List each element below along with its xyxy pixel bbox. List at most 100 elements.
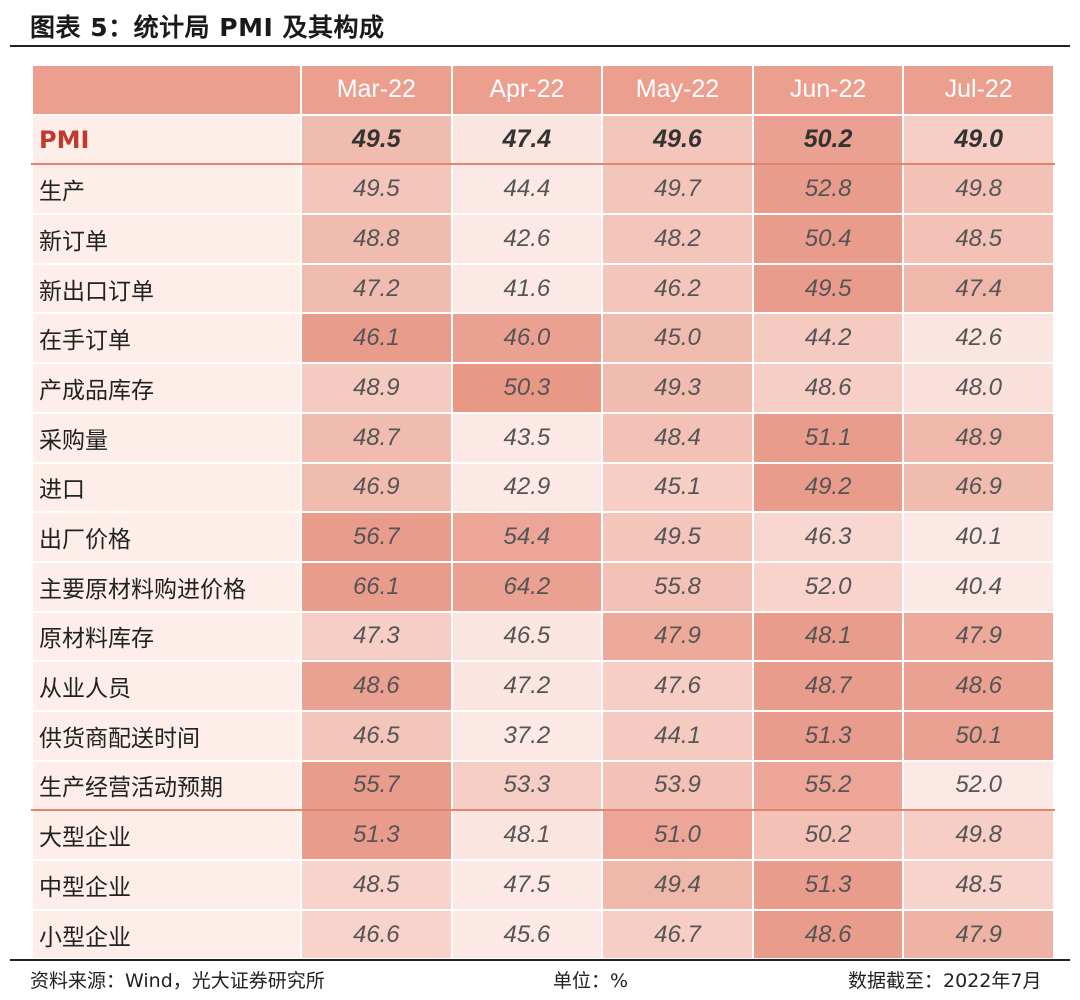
chart-title: 图表 5：统计局 PMI 及其构成: [30, 13, 385, 42]
table-body: PMI 49.5 47.4 49.6 50.2 49.0 生产 49.5 44.4 49.7 52.…: [31, 113, 1055, 961]
value-cell: 51.3: [751, 859, 905, 911]
table-row: 在手订单 46.1 46.0 45.0 44.2 42.6: [31, 312, 1055, 365]
value-cell: 40.1: [902, 511, 1055, 563]
row-label: 生产: [31, 163, 302, 216]
value-cell: 48.9: [300, 362, 453, 414]
value-cell: 48.5: [902, 213, 1055, 265]
value-cell: 46.9: [300, 461, 453, 514]
value-cell: 48.6: [300, 660, 453, 712]
value-cell: 53.3: [450, 759, 604, 812]
column-header: Apr-22: [450, 64, 604, 116]
value-cell: 47.4: [450, 113, 604, 166]
value-cell: 48.2: [601, 213, 754, 265]
row-label: 在手订单: [31, 312, 302, 365]
value-cell: 54.4: [450, 511, 604, 563]
value-cell: 51.1: [751, 411, 905, 464]
value-cell: 52.8: [751, 163, 905, 216]
footer-divider: [10, 959, 1070, 961]
row-label: 供货商配送时间: [31, 709, 302, 762]
row-label: 中型企业: [31, 859, 302, 911]
value-cell: 51.0: [601, 809, 754, 861]
value-cell: 48.1: [751, 610, 905, 663]
value-cell: 48.7: [300, 411, 453, 464]
value-cell: 47.3: [300, 610, 453, 663]
pmi-table: Mar-22 Apr-22 May-22 Jun-22 Jul-22 PMI 49…: [31, 64, 1055, 961]
row-label: 小型企业: [31, 908, 302, 961]
value-cell: 44.4: [450, 163, 604, 216]
value-cell: 44.1: [601, 709, 754, 762]
value-cell: 46.0: [450, 312, 604, 365]
table-row: 采购量 48.7 43.5 48.4 51.1 48.9: [31, 411, 1055, 464]
row-label: 从业人员: [31, 660, 302, 712]
value-cell: 66.1: [300, 560, 453, 613]
title-divider: [10, 45, 1070, 47]
table-row: 进口 46.9 42.9 45.1 49.2 46.9: [31, 461, 1055, 514]
value-cell: 50.2: [751, 809, 905, 861]
value-cell: 49.5: [300, 113, 453, 166]
value-cell: 51.3: [300, 809, 453, 861]
value-cell: 46.6: [300, 908, 453, 961]
table-row: 供货商配送时间 46.5 37.2 44.1 51.3 50.1: [31, 709, 1055, 762]
value-cell: 46.9: [902, 461, 1055, 514]
row-label: 新订单: [31, 213, 302, 265]
value-cell: 49.7: [601, 163, 754, 216]
value-cell: 52.0: [902, 759, 1055, 812]
column-header: May-22: [601, 64, 754, 116]
value-cell: 49.5: [300, 163, 453, 216]
table-row: PMI 49.5 47.4 49.6 50.2 49.0: [31, 113, 1055, 166]
value-cell: 55.8: [601, 560, 754, 613]
value-cell: 55.7: [300, 759, 453, 812]
value-cell: 48.5: [902, 859, 1055, 911]
value-cell: 51.3: [751, 709, 905, 762]
table-row: 大型企业 51.3 48.1 51.0 50.2 49.8: [31, 809, 1055, 861]
value-cell: 49.3: [601, 362, 754, 414]
row-label: 大型企业: [31, 809, 302, 861]
value-cell: 46.5: [300, 709, 453, 762]
value-cell: 47.9: [902, 908, 1055, 961]
row-label: 生产经营活动预期: [31, 759, 302, 812]
column-header: Mar-22: [300, 64, 453, 116]
value-cell: 50.3: [450, 362, 604, 414]
table-row: 出厂价格 56.7 54.4 49.5 46.3 40.1: [31, 511, 1055, 563]
value-cell: 42.6: [902, 312, 1055, 365]
value-cell: 64.2: [450, 560, 604, 613]
date-note: 数据截至：2022年7月: [848, 970, 1042, 992]
value-cell: 40.4: [902, 560, 1055, 613]
value-cell: 46.5: [450, 610, 604, 663]
value-cell: 48.1: [450, 809, 604, 861]
value-cell: 49.5: [601, 511, 754, 563]
value-cell: 48.5: [300, 859, 453, 911]
value-cell: 46.1: [300, 312, 453, 365]
column-header: Jul-22: [902, 64, 1055, 116]
value-cell: 48.4: [601, 411, 754, 464]
row-label: 原材料库存: [31, 610, 302, 663]
table-row: 小型企业 46.6 45.6 46.7 48.6 47.9: [31, 908, 1055, 961]
value-cell: 48.6: [751, 908, 905, 961]
value-cell: 43.5: [450, 411, 604, 464]
source-note: 资料来源：Wind，光大证券研究所: [30, 970, 325, 992]
value-cell: 56.7: [300, 511, 453, 563]
value-cell: 49.8: [902, 163, 1055, 216]
value-cell: 49.2: [751, 461, 905, 514]
value-cell: 45.6: [450, 908, 604, 961]
table-row: 新订单 48.8 42.6 48.2 50.4 48.5: [31, 213, 1055, 265]
row-label: 主要原材料购进价格: [31, 560, 302, 613]
value-cell: 45.1: [601, 461, 754, 514]
value-cell: 53.9: [601, 759, 754, 812]
value-cell: 48.6: [902, 660, 1055, 712]
value-cell: 47.2: [300, 262, 453, 315]
value-cell: 44.2: [751, 312, 905, 365]
value-cell: 47.9: [902, 610, 1055, 663]
table-row: 生产经营活动预期 55.7 53.3 53.9 55.2 52.0: [31, 759, 1055, 812]
value-cell: 45.0: [601, 312, 754, 365]
table-row: 原材料库存 47.3 46.5 47.9 48.1 47.9: [31, 610, 1055, 663]
value-cell: 47.6: [601, 660, 754, 712]
value-cell: 49.6: [601, 113, 754, 166]
table-row: 中型企业 48.5 47.5 49.4 51.3 48.5: [31, 859, 1055, 911]
value-cell: 37.2: [450, 709, 604, 762]
value-cell: 52.0: [751, 560, 905, 613]
table-row: 产成品库存 48.9 50.3 49.3 48.6 48.0: [31, 362, 1055, 414]
value-cell: 50.4: [751, 213, 905, 265]
table-row: 从业人员 48.6 47.2 47.6 48.7 48.6: [31, 660, 1055, 712]
value-cell: 48.7: [751, 660, 905, 712]
